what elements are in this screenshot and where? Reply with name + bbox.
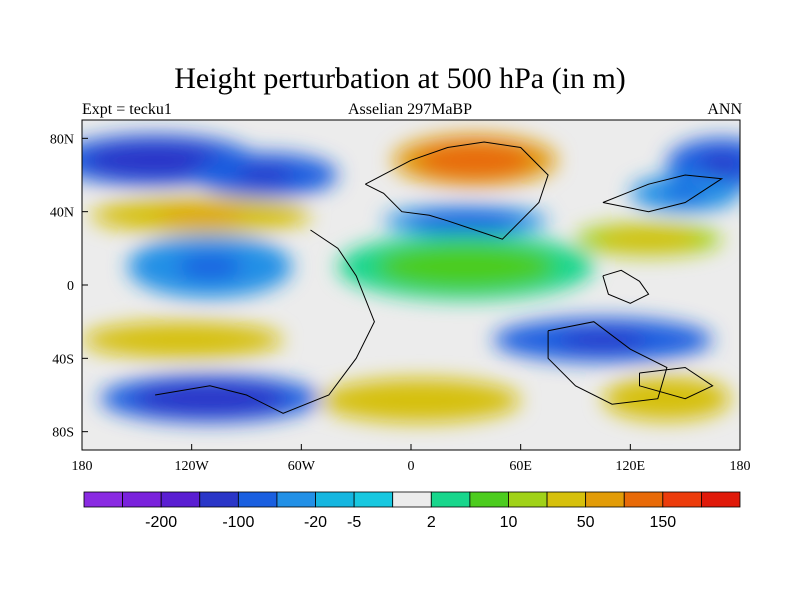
colorbar-swatch — [199, 491, 239, 508]
y-tick-label: 40N — [50, 206, 74, 221]
plot-area — [82, 120, 740, 450]
colorbar-swatch — [623, 491, 664, 508]
x-tick-label: 0 — [408, 459, 415, 474]
feature-s-pacific-high-2 — [142, 332, 223, 348]
colorbar-swatch — [430, 491, 471, 508]
coastline-3 — [602, 174, 724, 213]
x-tick-label: 180 — [730, 459, 751, 474]
colorbar-swatch — [392, 491, 432, 508]
feature-east-mid-low-2 — [663, 186, 708, 201]
colorbar-swatch — [237, 491, 278, 508]
period-label: Asselian 297MaBP — [348, 101, 472, 118]
colorbar-swatch — [276, 491, 316, 508]
colorbar-label: 150 — [649, 514, 676, 531]
colorbar-label: 10 — [500, 514, 518, 531]
continent-outlines — [155, 141, 724, 414]
feature-east-tethys-high-2 — [619, 232, 678, 246]
coastline-5 — [639, 366, 714, 400]
coastline-1 — [365, 141, 549, 240]
colorbar-swatch — [585, 491, 625, 508]
feature-e-asia-high-2 — [442, 150, 508, 171]
y-tick-label: 0 — [67, 279, 74, 294]
colorbar-swatch — [160, 491, 201, 508]
feature-n-pacific-high-2 — [156, 208, 245, 223]
y-tick-label: 80N — [50, 132, 74, 147]
y-axis: 80N 40N 0 40S 80S — [50, 132, 88, 441]
colorbar-label: 50 — [577, 514, 595, 531]
feature-tethys-low-2 — [432, 214, 499, 227]
colorbar-swatch — [508, 491, 548, 508]
y-tick-label: 40S — [52, 352, 74, 367]
feature-far-east-low-2 — [699, 153, 740, 175]
colorbar-swatch — [122, 491, 162, 508]
experiment-label: Expt = tecku1 — [82, 101, 172, 118]
coastline-2 — [547, 321, 668, 405]
x-tick-label: 60E — [509, 459, 532, 474]
colorbar-label: -200 — [145, 514, 177, 531]
season-label: ANN — [707, 101, 742, 118]
colorbar-swatch — [701, 491, 741, 508]
x-tick-label: 180 — [72, 459, 93, 474]
x-tick-label: 60W — [288, 459, 316, 474]
coastline-0 — [155, 229, 375, 414]
colorbar: -200 -100 -20 -5 2 10 50 150 — [83, 491, 741, 531]
colorbar-swatch — [546, 491, 587, 508]
feature-n-pacific-low-2 — [114, 150, 196, 171]
coastline-4 — [602, 269, 650, 304]
colorbar-label: -100 — [222, 514, 254, 531]
feature-s-indian-low-2 — [559, 331, 647, 349]
colorbar-swatch — [662, 491, 702, 508]
colorbar-label: -20 — [304, 514, 327, 531]
feature-s-indian-high-2 — [641, 389, 693, 408]
feature-s-pacific-low-2 — [166, 389, 254, 409]
feature-ne-pacific-low-2 — [235, 166, 295, 184]
y-tick-label: 80S — [52, 426, 74, 441]
colorbar-label: 2 — [427, 514, 436, 531]
colorbar-label: -5 — [347, 514, 361, 531]
colorbar-swatch — [83, 491, 123, 508]
chart-title: Height perturbation at 500 hPa (in m) — [174, 62, 626, 95]
x-axis: 180 120W 60W 0 60E 120E 180 — [72, 444, 751, 474]
feature-equatorial-green-2 — [414, 253, 518, 280]
feature-s-atlantic-high-2 — [379, 391, 461, 410]
colorbar-swatch — [315, 491, 355, 508]
x-tick-label: 120W — [175, 459, 210, 474]
field-features — [82, 134, 740, 423]
x-tick-label: 120E — [616, 459, 646, 474]
colorbar-swatch — [469, 491, 509, 508]
feature-tropical-pacific-low-2 — [177, 254, 243, 280]
colorbar-swatch — [353, 491, 394, 508]
